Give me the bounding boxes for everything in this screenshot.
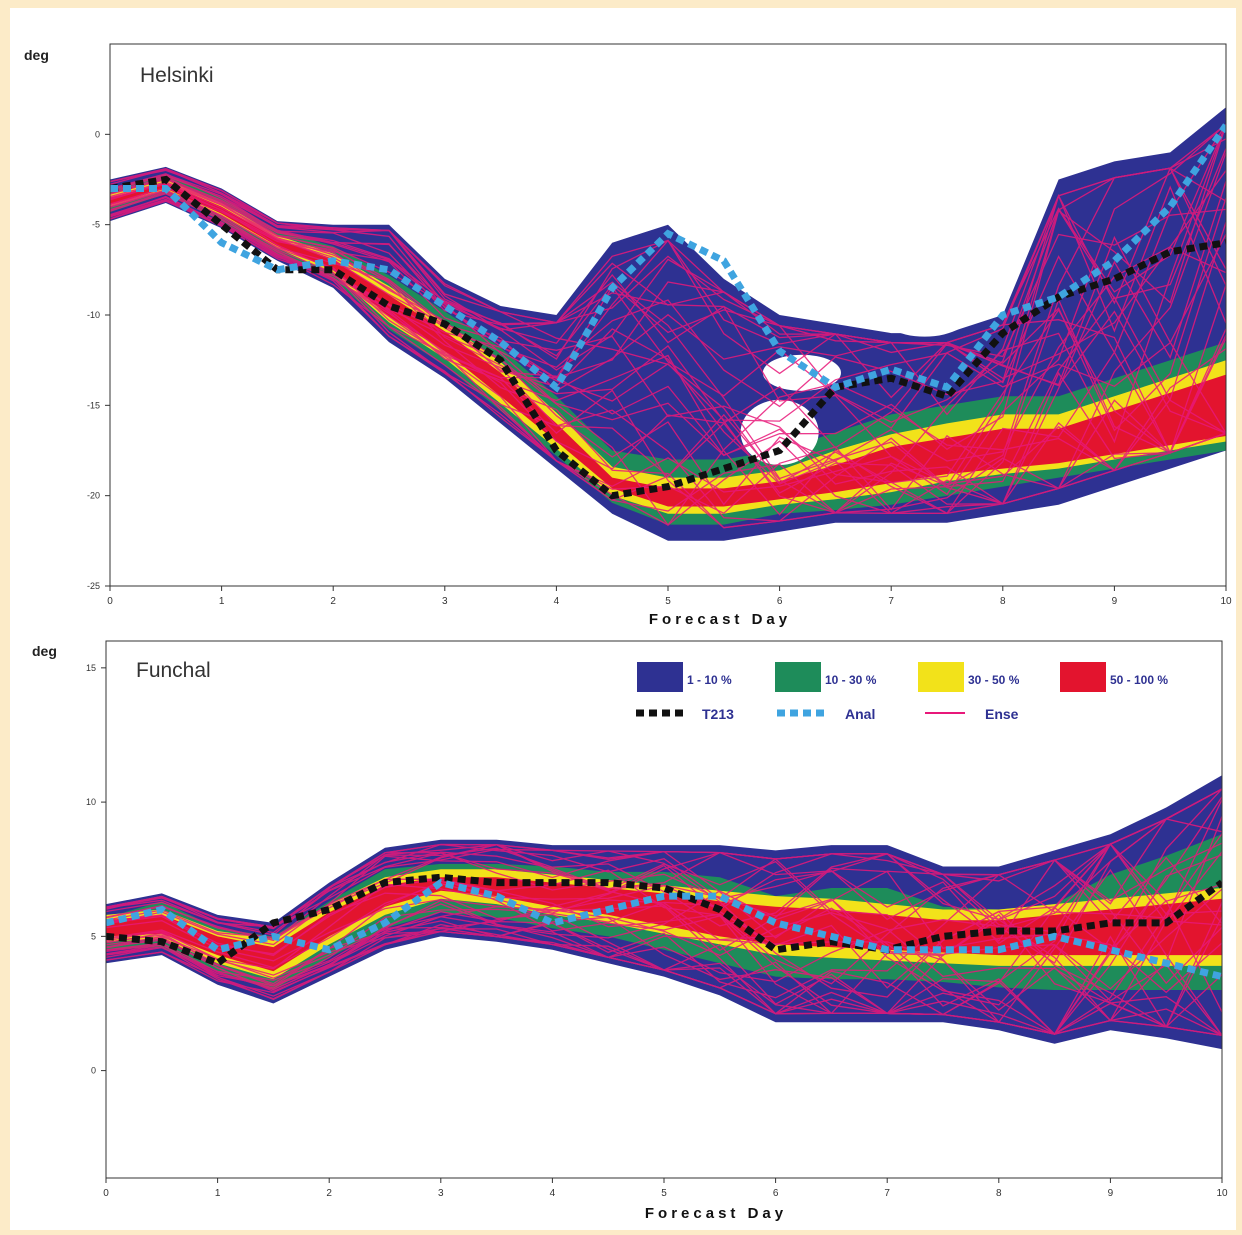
legend-swatch — [637, 662, 683, 692]
x-tick-label: 10 — [1216, 1188, 1228, 1199]
ensemble-member-line — [106, 853, 1222, 1022]
y-tick-label: -15 — [87, 400, 100, 410]
ensemble-member-line — [110, 175, 1226, 505]
x-tick-label: 4 — [554, 596, 560, 607]
ensemble-member-line — [106, 844, 1222, 994]
ensemble-member-line — [110, 181, 1226, 429]
ensemble-member-line — [106, 788, 1222, 1016]
ensemble-member-line — [110, 167, 1226, 514]
ensemble-member-line — [110, 174, 1226, 485]
ensemble-member-line — [106, 788, 1222, 991]
series-t213-line — [106, 873, 1222, 968]
ensemble-member-line — [106, 788, 1222, 1035]
series-anal-line — [106, 878, 1222, 981]
x-tick-label: 10 — [1220, 596, 1232, 607]
x-tick-label: 6 — [777, 596, 783, 607]
series-t213-line — [110, 175, 1226, 500]
x-tick-label: 4 — [550, 1188, 556, 1199]
ensemble-member-line — [110, 167, 1226, 529]
x-tick-label: 2 — [326, 1188, 332, 1199]
x-tick-label: 7 — [888, 596, 894, 607]
x-tick-label: 0 — [103, 1188, 109, 1199]
x-tick-label: 9 — [1108, 1188, 1114, 1199]
legend-swatch — [775, 662, 821, 692]
ensemble-member-line — [106, 843, 1222, 998]
x-tick-label: 1 — [219, 596, 225, 607]
y-axis-label: deg — [24, 47, 49, 63]
y-axis-label: deg — [32, 643, 57, 659]
ensemble-member-line — [110, 189, 1226, 422]
x-tick-label: 9 — [1112, 596, 1118, 607]
x-tick-label: 3 — [442, 596, 448, 607]
y-tick-label: 5 — [91, 931, 96, 941]
y-tick-label: 10 — [86, 797, 96, 807]
ensemble-member-line — [110, 186, 1226, 516]
x-tick-label: 3 — [438, 1188, 444, 1199]
legend-label: 30 - 50 % — [968, 673, 1020, 687]
y-tick-label: -20 — [87, 491, 100, 501]
x-axis-label: Forecast Day — [649, 611, 791, 628]
x-tick-label: 6 — [773, 1188, 779, 1199]
x-axis-label: Forecast Day — [645, 1205, 787, 1222]
legend-swatch — [1060, 662, 1106, 692]
legend-swatch — [918, 662, 964, 692]
plot-area — [110, 107, 1226, 541]
x-tick-label: 2 — [330, 596, 336, 607]
ensemble-member-line — [110, 138, 1226, 408]
ensemble-member-line — [106, 796, 1222, 1035]
ensemble-member-line — [106, 912, 1222, 1037]
ensemble-member-line — [106, 788, 1222, 1000]
y-tick-label: 15 — [86, 663, 96, 673]
band-30-50-pct — [110, 179, 1226, 514]
panel-title: Funchal — [136, 659, 211, 682]
legend-t213-label: T213 — [702, 706, 734, 722]
ensemble-member-line — [110, 178, 1226, 515]
panel-title: Helsinki — [140, 64, 214, 87]
x-tick-label: 8 — [996, 1188, 1002, 1199]
ensemble-member-line — [110, 181, 1226, 505]
chart-panel-helsinki: 0 1 2 3 4 5 6 7 8 9 10 0 -5 -10 -15 -20 -25 Helsinki deg Fo… — [24, 43, 1232, 628]
legend-anal-label: Anal — [845, 706, 875, 722]
ensemble-member-line — [110, 124, 1226, 399]
x-tick-label: 5 — [665, 596, 671, 607]
legend-label: 10 - 30 % — [825, 673, 877, 687]
legend: 1 - 10 % 10 - 30 % 30 - 50 % 50 - 100 % T213… — [636, 662, 1168, 722]
x-tick-label: 5 — [661, 1188, 667, 1199]
plot-area — [106, 775, 1222, 1050]
legend-ense-label: Ense — [985, 706, 1019, 722]
x-tick-label: 8 — [1000, 596, 1006, 607]
ensemble-member-line — [110, 181, 1226, 522]
y-tick-label: 0 — [91, 1066, 96, 1076]
ensemble-member-line — [110, 192, 1226, 514]
legend-label: 50 - 100 % — [1110, 673, 1168, 687]
ensemble-member-line — [106, 788, 1222, 934]
ensemble-member-line — [106, 842, 1222, 970]
x-tick-label: 1 — [215, 1188, 221, 1199]
plume-gap-1 — [874, 278, 975, 337]
y-tick-label: -25 — [87, 581, 100, 591]
ensemble-member-line — [110, 178, 1226, 432]
x-tick-label: 0 — [107, 596, 113, 607]
y-tick-label: 0 — [95, 129, 100, 139]
chart-panel-funchal: 0 1 2 3 4 5 6 7 8 9 10 15 10 5 0 Funchal deg Forecast Day… — [32, 640, 1228, 1222]
x-tick-label: 7 — [884, 1188, 890, 1199]
y-tick-label: -5 — [92, 220, 100, 230]
y-tick-label: -10 — [87, 310, 100, 320]
series-anal-line — [110, 123, 1226, 393]
legend-label: 1 - 10 % — [687, 673, 732, 687]
